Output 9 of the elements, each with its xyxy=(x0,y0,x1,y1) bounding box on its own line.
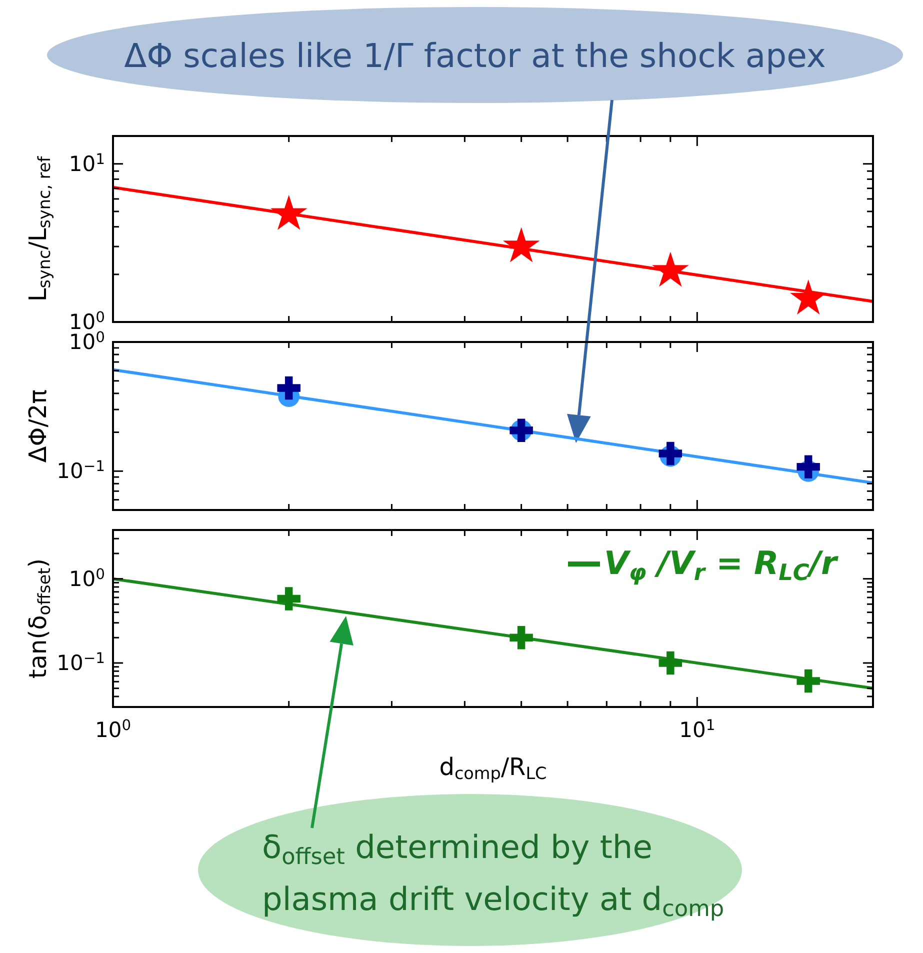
y-axis-title: ΔΦ/2π xyxy=(24,389,52,463)
y-tick-label: 10$^{1}$ xyxy=(68,151,105,176)
text: δ$_{offset}$ determined by the plasma drift velocity at d$_{comp}$ xyxy=(262,828,724,922)
x-axis-title: d$_{comp}$/R$_{LC}$ xyxy=(439,753,547,784)
text: ΔΦ scales like 1/Γ factor at the shock apex xyxy=(124,36,826,75)
y-tick-label: 10$^{0}$ xyxy=(68,566,105,591)
legend-label: V$_{φ}$ /V$_{r}$ = R$_{LC}$/r xyxy=(604,544,840,586)
y-tick-label: 10$^{−1}$ xyxy=(56,650,105,675)
y-tick-label: 10$^{−1}$ xyxy=(56,458,105,484)
